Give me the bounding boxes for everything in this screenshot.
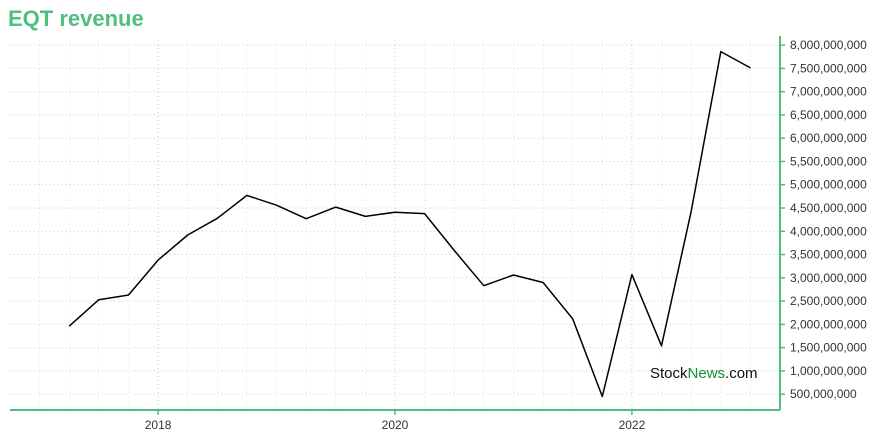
y-tick-label: 3,500,000,000 [790, 248, 867, 262]
y-tick-label: 3,000,000,000 [790, 271, 867, 285]
y-tick-label: 500,000,000 [790, 387, 857, 401]
watermark-part-3: .com [725, 365, 758, 382]
y-tick-label: 7,500,000,000 [790, 61, 867, 75]
series-group [68, 50, 751, 398]
y-tick-label: 4,500,000,000 [790, 201, 867, 215]
y-tick-label: 1,500,000,000 [790, 341, 867, 355]
y-tick-labels: 500,000,000 1,000,000,000 1,500,000,000 2,0… [790, 38, 867, 401]
x-tick-label: 2018 [145, 418, 172, 432]
watermark-part-2: News [687, 365, 726, 382]
y-tick-label: 1,000,000,000 [790, 364, 867, 378]
y-tick-label: 6,000,000,000 [790, 131, 867, 145]
y-tick-label: 2,000,000,000 [790, 317, 867, 331]
x-tick-label: 2020 [382, 418, 409, 432]
watermark: StockNews.com [650, 365, 758, 382]
y-tick-label: 4,000,000,000 [790, 224, 867, 238]
x-tick-label: 2022 [619, 418, 646, 432]
y-tick-label: 5,000,000,000 [790, 178, 867, 192]
y-tick-label: 5,500,000,000 [790, 154, 867, 168]
y-tick-label: 2,500,000,000 [790, 294, 867, 308]
y-tick-label: 6,500,000,000 [790, 108, 867, 122]
series-line [68, 50, 751, 398]
y-tick-label: 8,000,000,000 [790, 38, 867, 52]
watermark-part-1: Stock [650, 365, 688, 382]
y-tick-label: 7,000,000,000 [790, 85, 867, 99]
axes [10, 36, 785, 415]
grid-lines [10, 40, 780, 410]
chart-title: EQT revenue [8, 6, 144, 31]
x-tick-labels: 2018 2020 2022 [145, 418, 646, 432]
